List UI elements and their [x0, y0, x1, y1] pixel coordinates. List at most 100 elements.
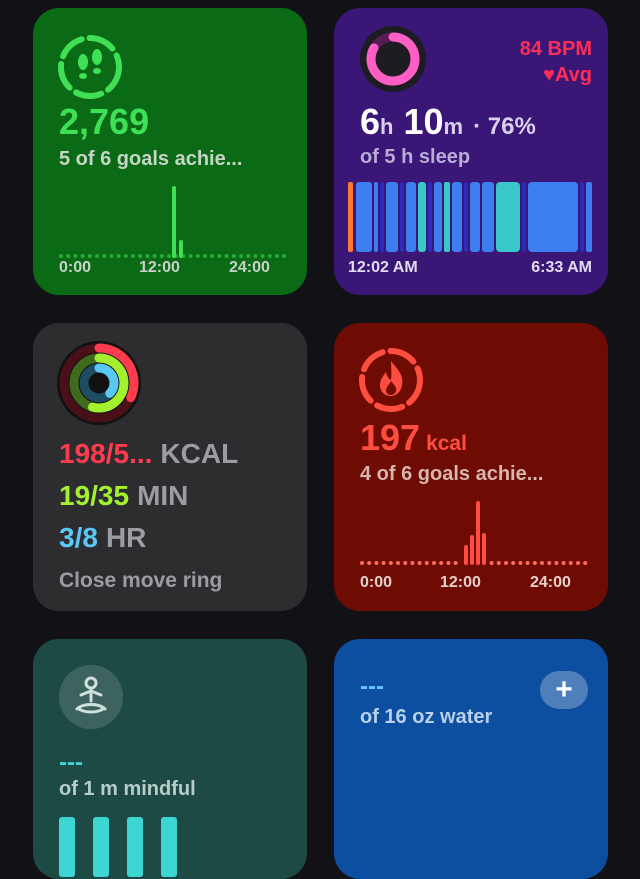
mindful-chart [59, 817, 177, 877]
steps-goals-text: 5 of 6 goals achie... [59, 148, 243, 170]
plus-icon: + [555, 673, 573, 706]
chart-baseline-dot [417, 561, 422, 565]
heart-icon: ♥ [543, 64, 555, 86]
water-card[interactable]: --- of 16 oz water + [334, 639, 608, 879]
sleep-duration: 6h 10m · 76% [360, 104, 536, 140]
flame-icon [359, 348, 423, 412]
chart-baseline-dot [540, 561, 544, 565]
chart-baseline-dot [360, 561, 364, 565]
chart-baseline-dot [374, 561, 379, 565]
steps-count: 2,769 [59, 101, 150, 142]
exercise-row: 19/35 MIN [59, 482, 188, 510]
chart-baseline-dot [583, 561, 588, 565]
chart-baseline-dot [95, 254, 99, 258]
chart-baseline-dot [167, 254, 171, 258]
stand-unit: HR [105, 522, 147, 553]
water-value: --- [360, 673, 384, 700]
sleep-hours: 6 [360, 101, 381, 142]
sleep-card[interactable]: 84 BPM ♥Avg 6h 10m · 76% of 5 h sleep 12… [334, 8, 608, 295]
sleep-ring-icon [360, 26, 426, 92]
mindful-card[interactable]: --- of 1 m mindful [33, 639, 307, 879]
chart-baseline-dot [410, 561, 415, 565]
chart-baseline-dot [403, 561, 408, 565]
sleep-axis-end: 6:33 AM [531, 259, 592, 276]
chart-baseline-dot [396, 561, 400, 565]
chart-baseline-dot [388, 561, 393, 565]
move-value: 198/5... [59, 438, 153, 469]
chart-baseline-dot [489, 561, 494, 565]
chart-baseline-dot [260, 254, 265, 258]
chart-baseline-dot [267, 254, 272, 258]
chart-baseline-dot [116, 254, 121, 258]
chart-baseline-dot [432, 561, 436, 565]
chart-baseline-dot [554, 561, 559, 565]
chart-baseline-dot [59, 254, 63, 258]
chart-baseline-dot [525, 561, 530, 565]
energy-value-row: 197 kcal [360, 420, 467, 456]
steps-card[interactable]: 2,769 5 of 6 goals achie... 0:00 12:00 2… [33, 8, 307, 295]
chart-baseline-dot [496, 561, 501, 565]
chart-baseline-dot [446, 561, 451, 565]
chart-baseline-dot [152, 254, 157, 258]
energy-value: 197 [360, 417, 421, 458]
chart-baseline-dot [253, 254, 258, 258]
chart-baseline-dot [532, 561, 537, 565]
mindful-goal-text: of 1 m mindful [59, 778, 196, 800]
chart-baseline-dot [66, 254, 71, 258]
energy-axis-end: 24:00 [530, 574, 571, 591]
activity-rings-card[interactable]: 198/5... KCAL 19/35 MIN 3/8 HR Close move r… [33, 323, 307, 611]
sleep-minutes-unit: m [443, 114, 464, 139]
sleep-percent: · 76% [473, 113, 536, 140]
chart-baseline-dot [453, 561, 458, 565]
chart-baseline-dot [195, 254, 200, 258]
chart-baseline-dot [188, 254, 193, 258]
avg-label: Avg [554, 64, 592, 86]
move-unit: KCAL [160, 438, 239, 469]
chart-baseline-dot [138, 254, 143, 258]
avg-label-row: ♥Avg [520, 62, 592, 88]
chart-baseline-dot [239, 254, 243, 258]
energy-chart [360, 501, 588, 565]
sleep-minutes: 10 [403, 101, 444, 142]
chart-baseline-dot [282, 254, 287, 258]
chart-baseline-dot [73, 254, 78, 258]
chart-baseline-dot [159, 254, 164, 258]
active-energy-card[interactable]: 197 kcal 4 of 6 goals achie... 0:00 12:00… [334, 323, 608, 611]
energy-unit: kcal [426, 432, 467, 455]
chart-baseline-dot [511, 561, 516, 565]
chart-baseline-dot [231, 254, 236, 258]
chart-baseline-dot [367, 561, 372, 565]
steps-axis-mid: 12:00 [139, 259, 180, 276]
chart-baseline-dot [80, 254, 85, 258]
meditation-icon [59, 665, 123, 729]
sleep-axis-start: 12:02 AM [348, 259, 418, 276]
energy-axis-mid: 12:00 [440, 574, 481, 591]
steps-chart [59, 186, 287, 258]
sleep-goal-text: of 5 h sleep [360, 146, 471, 168]
chart-baseline-dot [102, 254, 107, 258]
sleep-stages-chart [348, 182, 592, 252]
activity-rings-icon [57, 341, 141, 425]
chart-baseline-dot [217, 254, 222, 258]
move-row: 198/5... KCAL [59, 440, 238, 468]
chart-baseline-dot [568, 561, 573, 565]
chart-baseline-dot [275, 254, 279, 258]
chart-baseline-dot [518, 561, 523, 565]
chart-baseline-dot [439, 561, 444, 565]
chart-baseline-dot [224, 254, 229, 258]
chart-baseline-dot [145, 254, 150, 258]
chart-baseline-dot [547, 561, 552, 565]
stand-value: 3/8 [59, 522, 98, 553]
close-ring-message: Close move ring [59, 569, 223, 592]
chart-baseline-dot [131, 254, 135, 258]
energy-goals-text: 4 of 6 goals achie... [360, 463, 544, 485]
chart-baseline-dot [203, 254, 207, 258]
chart-baseline-dot [109, 254, 114, 258]
energy-axis-start: 0:00 [360, 574, 393, 591]
sleep-hours-unit: h [380, 114, 394, 139]
exercise-unit: MIN [137, 480, 189, 511]
add-water-button[interactable]: + [540, 671, 588, 709]
bpm-value: 84 BPM [519, 38, 592, 60]
chart-baseline-dot [561, 561, 566, 565]
water-goal-text: of 16 oz water [360, 706, 493, 728]
